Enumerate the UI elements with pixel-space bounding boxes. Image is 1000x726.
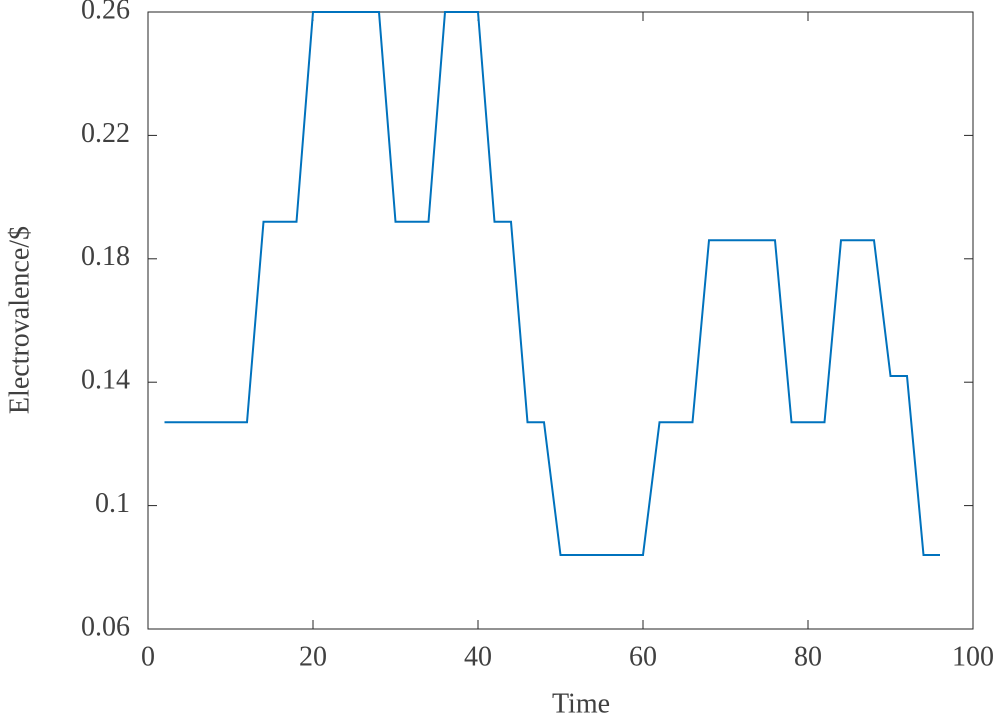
x-tick-label: 80 [794, 641, 822, 672]
x-axis-label: Time [552, 688, 610, 719]
x-tick-label: 100 [952, 641, 994, 672]
y-tick-label: 0.14 [81, 365, 130, 396]
y-tick-label: 0.26 [81, 0, 130, 25]
y-tick-label: 0.22 [81, 118, 130, 149]
y-tick-label: 0.18 [81, 241, 130, 272]
x-tick-label: 60 [629, 641, 657, 672]
x-tick-label: 20 [299, 641, 327, 672]
plot-frame [147, 11, 974, 630]
x-tick-label: 0 [141, 641, 155, 672]
data-line [164, 11, 940, 556]
y-tick-label: 0.06 [81, 611, 130, 642]
y-axis-label: Electrovalence/$ [4, 226, 35, 414]
x-tick-label: 40 [464, 641, 492, 672]
y-tick-label: 0.1 [95, 488, 130, 519]
